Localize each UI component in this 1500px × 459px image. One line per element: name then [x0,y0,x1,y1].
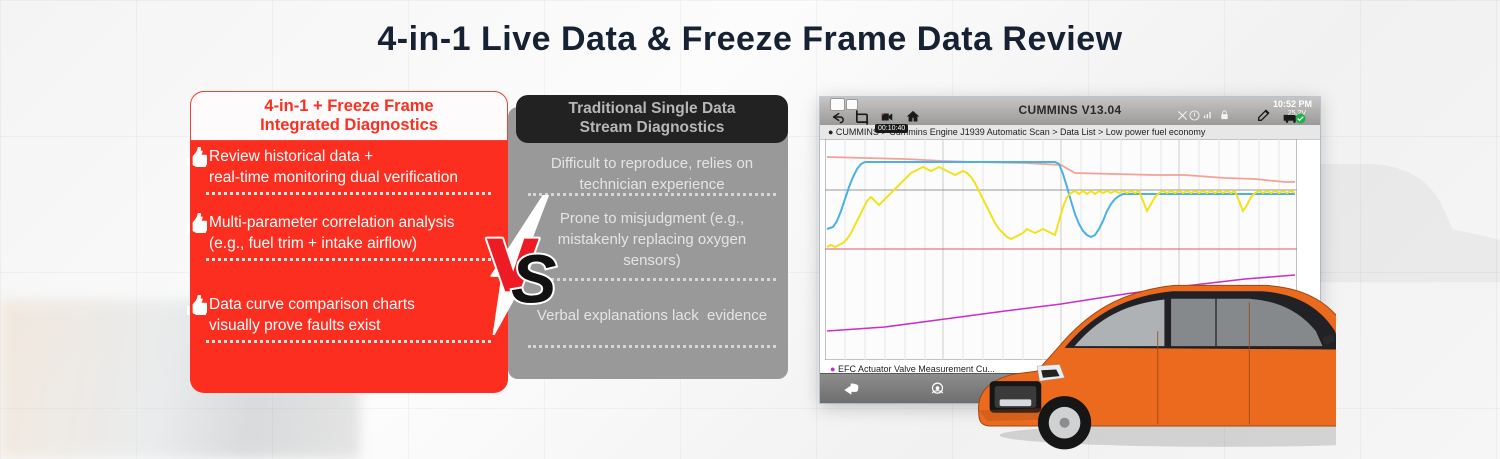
svg-text:S: S [511,241,556,317]
